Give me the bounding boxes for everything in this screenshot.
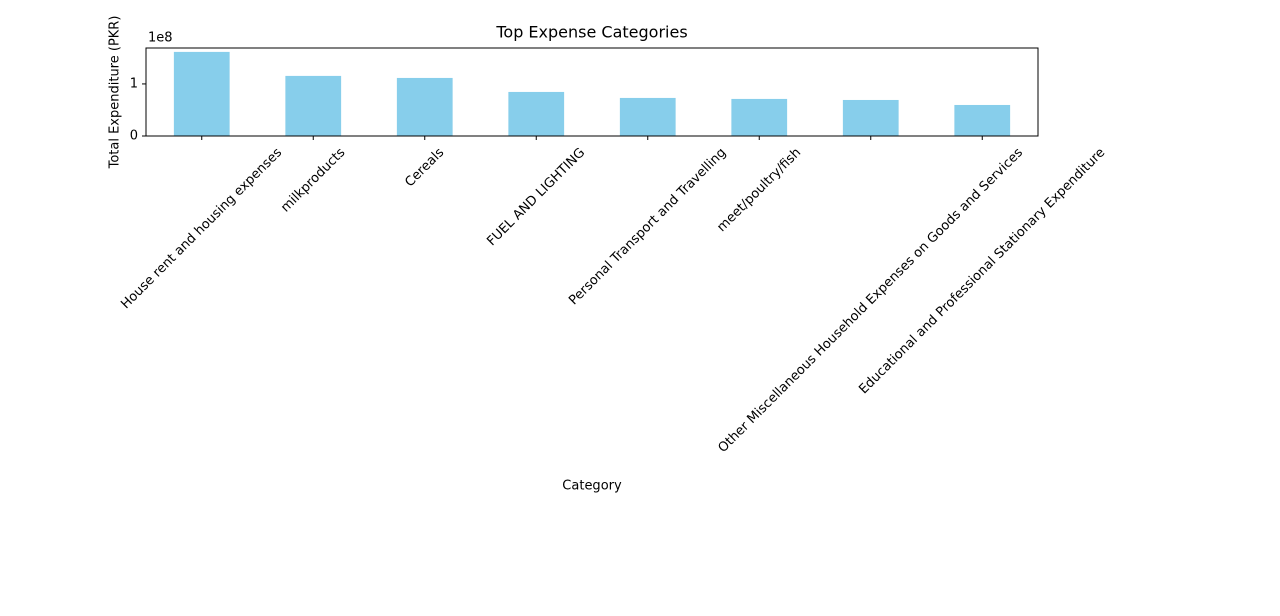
plot-frame — [145, 47, 1039, 137]
bar — [731, 98, 788, 136]
bar — [508, 91, 565, 136]
bar — [173, 51, 230, 136]
y-tick-label: 0 — [130, 129, 138, 144]
bar — [619, 97, 676, 136]
bar — [842, 99, 899, 136]
bar — [396, 77, 453, 136]
bar — [285, 75, 342, 136]
bar — [954, 104, 1011, 136]
chart-title: Top Expense Categories — [495, 23, 687, 42]
y-offset-label: 1e8 — [148, 31, 173, 46]
x-axis-label: Category — [562, 479, 622, 494]
y-axis-label: Total Expenditure (PKR) — [108, 16, 123, 170]
y-tick-label: 1 — [130, 76, 138, 91]
